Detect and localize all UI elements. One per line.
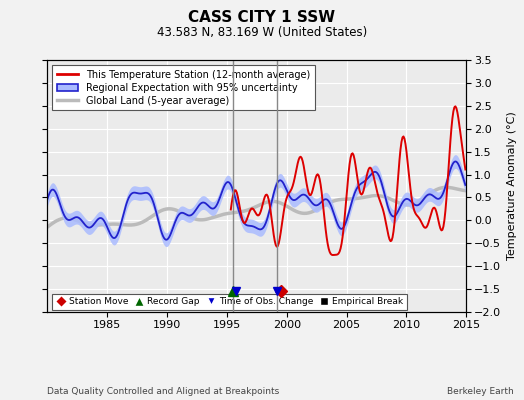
Legend: Station Move, Record Gap, Time of Obs. Change, Empirical Break: Station Move, Record Gap, Time of Obs. C… xyxy=(52,294,407,310)
Text: CASS CITY 1 SSW: CASS CITY 1 SSW xyxy=(189,10,335,25)
Text: 43.583 N, 83.169 W (United States): 43.583 N, 83.169 W (United States) xyxy=(157,26,367,39)
Text: Berkeley Earth: Berkeley Earth xyxy=(447,387,514,396)
Y-axis label: Temperature Anomaly (°C): Temperature Anomaly (°C) xyxy=(507,112,517,260)
Text: Data Quality Controlled and Aligned at Breakpoints: Data Quality Controlled and Aligned at B… xyxy=(47,387,279,396)
